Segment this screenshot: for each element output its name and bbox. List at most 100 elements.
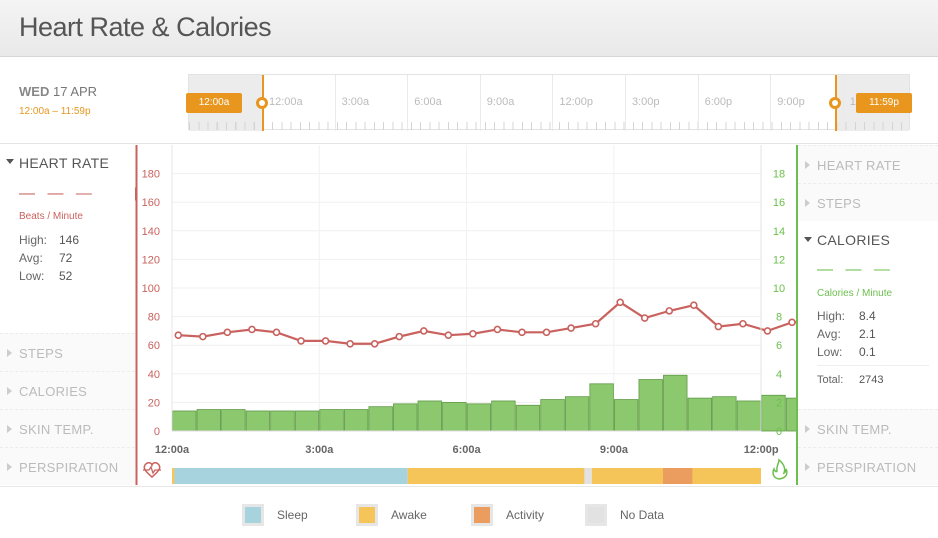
heart-rate-point xyxy=(272,328,281,337)
range-end-handle[interactable] xyxy=(829,97,841,109)
right-axis-tick-label: 12 xyxy=(773,254,785,266)
heart-rate-point xyxy=(714,322,723,331)
left-axis-tick-label: 180 xyxy=(142,169,160,181)
x-axis-tick-label: 3:00a xyxy=(305,444,334,456)
calorie-bar xyxy=(442,401,467,432)
right-axis-tick-label: 10 xyxy=(773,283,785,295)
heart-rate-point xyxy=(419,327,428,335)
calorie-bar xyxy=(589,383,614,432)
sidebar-item-skin-temp[interactable]: SKIN TEMP. xyxy=(798,409,938,447)
sidebar-item-label: SKIN TEMP. xyxy=(19,422,94,437)
sidebar-item-perspiration[interactable]: PERSPIRATION xyxy=(798,447,938,485)
sidebar-item-steps[interactable]: STEPS xyxy=(0,333,135,371)
heart-rate-calories-chart[interactable]: 0 20 40 60 80 100 120 140 160 180 0 2 4 6 8 10 12 14 16 18 1… xyxy=(127,145,938,485)
heart-rate-point xyxy=(518,328,526,337)
range-start-flag[interactable]: 12:00a xyxy=(186,93,242,113)
calorie-bar xyxy=(393,403,418,432)
calorie-bar xyxy=(540,399,565,432)
left-axis-tick-label: 140 xyxy=(142,226,160,238)
right-axis-tick-label: 8 xyxy=(776,312,782,324)
sidebar-item-label: PERSPIRATION xyxy=(19,460,119,475)
heart-rate-point xyxy=(591,319,600,328)
sidebar-item-heart-rate[interactable]: HEART RATE xyxy=(798,145,938,183)
heart-rate-point xyxy=(370,339,379,348)
range-end-flag[interactable]: 11:59p xyxy=(856,93,912,113)
heart-rate-point xyxy=(174,331,183,339)
timeline-hour-label: 12:00p xyxy=(559,96,594,108)
range-start-handle[interactable] xyxy=(256,97,268,109)
sidebar-item-perspiration[interactable]: PERSPIRATION xyxy=(0,447,135,485)
collapsed-triangle-icon xyxy=(805,463,810,471)
activity-segment xyxy=(172,468,175,484)
pulse-line xyxy=(143,465,161,475)
heart-rate-point xyxy=(346,339,354,348)
time-range-slider[interactable]: 12:00a 3:00a 6:00a 9:00a 12:00p 3:00p 6:00p 9:0… xyxy=(186,74,912,131)
collapsed-triangle-icon xyxy=(7,463,12,471)
left-axis-tick-label: 60 xyxy=(148,340,160,352)
legend-label: Activity xyxy=(506,508,545,522)
expanded-triangle-icon xyxy=(804,237,812,242)
timeline-hour-divider xyxy=(770,75,772,131)
metric-title-heart-rate[interactable]: HEART RATE xyxy=(19,155,110,171)
legend-label: Sleep xyxy=(277,508,308,522)
collapsed-triangle-icon xyxy=(805,161,810,169)
calorie-bar xyxy=(270,410,295,432)
calorie-bar xyxy=(221,409,246,432)
calorie-bar xyxy=(491,400,516,432)
heart-rate-point xyxy=(321,337,330,345)
left-axis-tick-label: 20 xyxy=(148,397,160,409)
activity-segment xyxy=(407,468,585,484)
x-axis-tick-label: 6:00a xyxy=(453,444,482,456)
expanded-triangle-icon xyxy=(6,159,14,164)
heart-rate-point xyxy=(739,319,747,328)
stat-value-low: 52 xyxy=(59,269,73,283)
day-of-week: WED xyxy=(19,84,50,99)
timeline-hour-divider xyxy=(334,75,336,131)
timeline-hour-divider xyxy=(407,75,409,131)
legend-label: Awake xyxy=(391,508,427,522)
heart-rate-line-key: — — — xyxy=(19,185,96,202)
heart-rate-point xyxy=(690,301,698,309)
sidebar-item-skin-temp[interactable]: SKIN TEMP. xyxy=(0,409,135,447)
total-value: 2743 xyxy=(859,374,884,386)
right-axis-tick-label: 14 xyxy=(773,226,785,238)
calorie-bar xyxy=(663,374,688,432)
flame-outline xyxy=(772,458,788,480)
stat-label-high: High: xyxy=(817,309,846,323)
heart-rate-point xyxy=(542,328,551,337)
sidebar-item-calories[interactable]: CALORIES xyxy=(0,371,135,409)
calories-unit: Calories / Minute xyxy=(817,288,893,299)
collapsed-triangle-icon xyxy=(7,387,12,395)
calorie-bar xyxy=(712,396,737,432)
activity-segment xyxy=(692,468,761,484)
calorie-bar xyxy=(564,396,590,432)
sidebar-item-label: HEART RATE xyxy=(817,158,901,173)
date-value: 17 APR xyxy=(52,84,98,99)
legend-swatch xyxy=(471,504,493,526)
timeline-hour-label: 3:00p xyxy=(632,96,660,108)
date-display[interactable]: WED 17 APR xyxy=(19,84,97,99)
stat-label-low: Low: xyxy=(19,269,45,283)
calorie-bar xyxy=(196,409,221,432)
collapsed-triangle-icon xyxy=(7,425,12,433)
timeline-hour-divider xyxy=(625,75,626,131)
sidebar-item-steps[interactable]: STEPS xyxy=(798,183,938,221)
sidebar-item-label: STEPS xyxy=(817,196,862,211)
metric-title-calories[interactable]: CALORIES xyxy=(817,232,891,248)
calorie-bar xyxy=(613,399,639,432)
right-axis-tick-label: 2 xyxy=(776,397,782,409)
heart-rate-point xyxy=(469,329,477,338)
right-axis-tick-label: 0 xyxy=(776,426,782,438)
left-axis-tick-label: 80 xyxy=(148,312,160,324)
heart-rate-point xyxy=(248,325,256,334)
timeline-hour-label: 12:00a xyxy=(269,96,303,108)
left-axis-tick-label: 160 xyxy=(142,197,160,209)
stat-label-avg: Avg: xyxy=(817,327,841,341)
collapsed-triangle-icon xyxy=(805,425,810,433)
activity-segment xyxy=(663,468,693,484)
stat-label-high: High: xyxy=(19,233,48,247)
calorie-bar xyxy=(245,410,271,432)
collapsed-triangle-icon xyxy=(805,199,810,207)
left-axis-tick-label: 120 xyxy=(142,254,160,266)
timeline-minor-ticks xyxy=(189,122,909,130)
